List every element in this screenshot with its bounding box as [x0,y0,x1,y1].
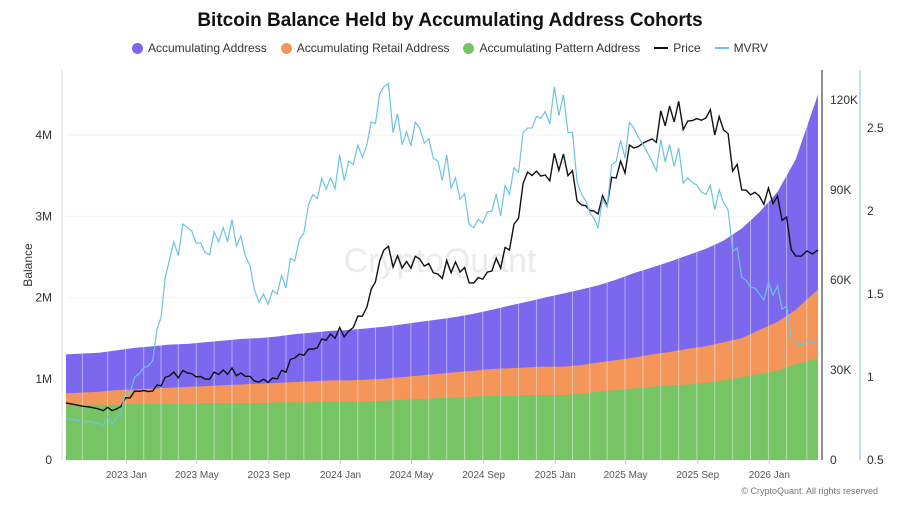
watermark: CryptoQuant [344,242,537,280]
legend-label: Accumulating Pattern Address [479,41,641,55]
legend-marker [463,42,475,54]
x-tick-label: 2023 Sep [248,470,291,481]
price-tick-label: 120K [830,93,858,107]
legend-marker [654,47,669,49]
price-tick-label: 60K [830,273,851,287]
mvrv-tick-label: 0.5 [867,453,884,467]
y-axis-label: Balance [21,243,35,287]
chart-title: Bitcoin Balance Held by Accumulating Add… [197,10,703,31]
price-tick-label: 30K [830,363,851,377]
legend: Accumulating Address Accumulating Retail … [0,41,900,55]
y-tick-label: 0 [45,453,52,467]
line-price [65,101,819,412]
x-tick-label: 2025 Sep [676,470,719,481]
legend-marker [280,42,292,54]
x-tick-label: 2026 Jan [749,470,790,481]
copyright: © CryptoQuant. All rights reserved [741,486,878,496]
mvrv-tick-label: 1.5 [867,287,884,301]
x-tick-label: 2023 Jan [106,470,147,481]
legend-label: Price [673,41,701,55]
price-tick-label: 0 [830,453,837,467]
y-tick-label: 4M [35,128,52,142]
x-tick-label: 2024 Sep [462,470,505,481]
mvrv-tick-label: 2.5 [867,121,884,135]
legend-marker [131,42,143,54]
price-tick-label: 90K [830,183,851,197]
y-tick-label: 3M [35,209,52,223]
legend-item[interactable]: Accumulating Pattern Address [463,41,640,55]
x-tick-label: 2024 May [390,470,434,481]
legend-label: Accumulating Address [147,41,267,55]
x-tick-label: 2025 Jan [535,470,576,481]
legend-label: Accumulating Retail Address [296,41,450,55]
x-tick-label: 2024 Jan [320,470,361,481]
legend-marker [714,47,729,49]
area-accumulating-pattern-address [66,358,818,460]
x-tick-label: 2023 May [175,470,219,481]
x-tick-label: 2025 May [604,470,648,481]
legend-item[interactable]: Accumulating Address [131,41,267,55]
line-mvrv [65,82,819,428]
mvrv-tick-label: 2 [867,204,874,218]
legend-label: MVRV [733,41,769,55]
legend-item[interactable]: MVRV [714,41,769,55]
legend-item[interactable]: Accumulating Retail Address [280,41,450,55]
y-tick-label: 1M [35,372,52,386]
legend-item[interactable]: Price [654,41,701,55]
mvrv-tick-label: 1 [867,370,874,384]
y-tick-label: 2M [35,291,52,305]
